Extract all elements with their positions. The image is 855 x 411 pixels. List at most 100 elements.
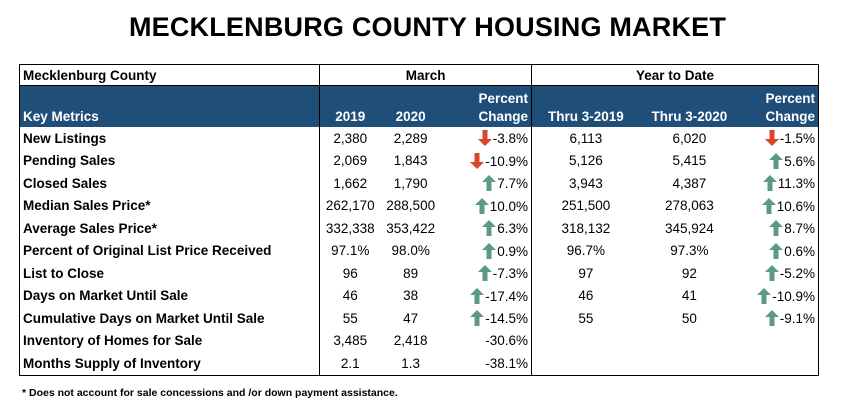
percent-value: -10.9%	[485, 153, 529, 169]
percent-value: -1.5%	[779, 131, 815, 147]
ytd-2019-value: 5,126	[568, 153, 603, 169]
up-arrow-icon	[769, 220, 784, 237]
ytd-2019-value	[532, 330, 640, 353]
metric-label: New Listings	[18, 127, 320, 150]
march-2020-value: 1,843	[393, 153, 428, 169]
march-percent-change: 10.0%	[441, 194, 533, 217]
down-arrow-icon	[477, 130, 492, 147]
ytd-percent-label: Percent	[739, 85, 819, 106]
percent-value: 7.7%	[497, 176, 529, 192]
up-arrow-icon	[769, 242, 784, 259]
ytd-percent-change: -9.1%	[739, 307, 819, 330]
table-row: Pending Sales 2,069 1,843 -10.9% 5,126 5,415 5…	[18, 149, 819, 172]
up-arrow-icon	[470, 287, 485, 304]
table-row: New Listings 2,380 2,289 -3.8% 6,113 6,020 -1.…	[18, 127, 819, 150]
ytd-2020-value	[639, 352, 739, 376]
march-percent-change: -14.5%	[441, 307, 533, 330]
ytd-percent-change: -1.5%	[739, 127, 819, 150]
percent-value: 0.9%	[497, 243, 529, 259]
metric-label: Months Supply of Inventory	[18, 352, 320, 376]
percent-value: 10.0%	[489, 198, 529, 214]
march-2020-value: 89	[403, 265, 419, 281]
march-2019-value: 96	[319, 262, 381, 285]
percent-value: 8.7%	[784, 221, 815, 237]
percent-value: -7.3%	[492, 266, 529, 282]
month-percent-label: Percent	[441, 85, 533, 106]
march-2020-value: 47	[403, 310, 419, 326]
ytd-percent-change	[739, 352, 819, 376]
march-2019-value: 97.1%	[319, 239, 381, 262]
ytd-2019-header: Thru 3-2019	[531, 106, 640, 127]
ytd-2020-value: 4,387	[672, 175, 707, 191]
march-2020-value: 1,790	[393, 175, 428, 191]
percent-value: 5.6%	[784, 153, 815, 169]
ytd-group-label: Year to Date	[531, 64, 819, 86]
up-arrow-icon	[764, 310, 779, 327]
percent-value: 0.6%	[784, 243, 815, 259]
up-arrow-icon	[761, 197, 776, 214]
ytd-2020-value: 97.3%	[670, 243, 709, 259]
table-row: Cumulative Days on Market Until Sale 55 47…	[18, 307, 819, 330]
column-header-row-2: Key Metrics 2019 2020 Change Thru 3-2019…	[18, 106, 819, 127]
percent-value: -38.1%	[485, 355, 529, 371]
month-change-header: Change	[441, 106, 533, 127]
column-header-row-1: Percent Percent	[18, 85, 819, 106]
march-percent-change: -10.9%	[441, 149, 533, 172]
group-header-row: Mecklenburg County March Year to Date	[18, 64, 819, 86]
ytd-2020-value: 345,924	[664, 220, 714, 236]
up-arrow-icon	[477, 265, 492, 282]
ytd-2019-value: 97	[578, 265, 594, 281]
march-2020-value: 1.3	[380, 352, 442, 376]
percent-value: -30.6%	[485, 333, 529, 349]
ytd-2019-value	[531, 352, 640, 376]
march-2019-value: 2,380	[319, 127, 381, 150]
up-arrow-icon	[470, 310, 485, 327]
march-percent-change: 0.9%	[441, 239, 533, 262]
march-percent-change: 6.3%	[441, 217, 533, 240]
table-row: List to Close 96 89 -7.3% 97 92 -5.2%	[18, 262, 819, 285]
march-percent-change: -30.6%	[441, 329, 533, 352]
percent-value: 10.6%	[776, 198, 815, 214]
up-arrow-icon	[482, 220, 497, 237]
march-2019-value: 2,069	[319, 149, 381, 172]
march-percent-change: -7.3%	[441, 262, 533, 285]
metric-label: Median Sales Price*	[18, 194, 320, 217]
down-arrow-icon	[764, 130, 779, 147]
key-metrics-header: Key Metrics	[18, 106, 320, 127]
ytd-2019-value: 96.7%	[566, 243, 605, 259]
ytd-2020-value: 5,415	[672, 153, 707, 169]
metric-label: Pending Sales	[18, 149, 320, 172]
percent-value: 6.3%	[497, 221, 529, 237]
metric-label: Cumulative Days on Market Until Sale	[18, 307, 320, 330]
ytd-2019-value: 251,500	[561, 198, 611, 214]
march-2019-value: 2.1	[319, 352, 381, 376]
footnote: * Does not account for sale concessions …	[22, 387, 398, 399]
table-row: Average Sales Price* 332,338 353,422 6.3% 31…	[18, 217, 819, 240]
march-2020-value: 2,289	[393, 130, 428, 146]
ytd-2020-value: 41	[681, 288, 697, 304]
ytd-percent-change: 5.6%	[739, 149, 819, 172]
ytd-2019-value: 6,113	[569, 130, 603, 146]
ytd-percent-change: -5.2%	[739, 262, 819, 285]
ytd-2020-value: 92	[681, 265, 697, 281]
ytd-percent-change: 11.3%	[739, 172, 819, 195]
percent-value: -3.8%	[492, 131, 529, 147]
percent-value: -5.2%	[779, 266, 815, 282]
march-percent-change: -3.8%	[441, 127, 533, 150]
march-2019-value: 46	[319, 284, 381, 307]
table-row: Median Sales Price* 262,170 288,500 10.0% 25…	[18, 194, 819, 217]
table-row: Months Supply of Inventory 2.1 1.3 -38.1%	[18, 352, 819, 376]
march-percent-change: -38.1%	[441, 352, 533, 376]
ytd-2020-value	[640, 330, 739, 353]
march-2019-value: 55	[319, 307, 381, 330]
ytd-2020-header: Thru 3-2020	[639, 106, 739, 127]
up-arrow-icon	[482, 175, 497, 192]
ytd-percent-change	[739, 329, 819, 352]
table-row: Days on Market Until Sale 46 38 -17.4% 46 41-…	[18, 284, 819, 307]
ytd-2019-value: 3,943	[568, 175, 603, 191]
percent-value: -9.1%	[779, 311, 815, 327]
march-percent-change: -17.4%	[441, 284, 533, 307]
ytd-2019-value: 55	[578, 310, 594, 326]
page-title: MECKLENBURG COUNTY HOUSING MARKET	[128, 12, 727, 42]
table-row: Closed Sales 1,662 1,790 7.7% 3,943 4,387 11.3…	[18, 172, 819, 195]
